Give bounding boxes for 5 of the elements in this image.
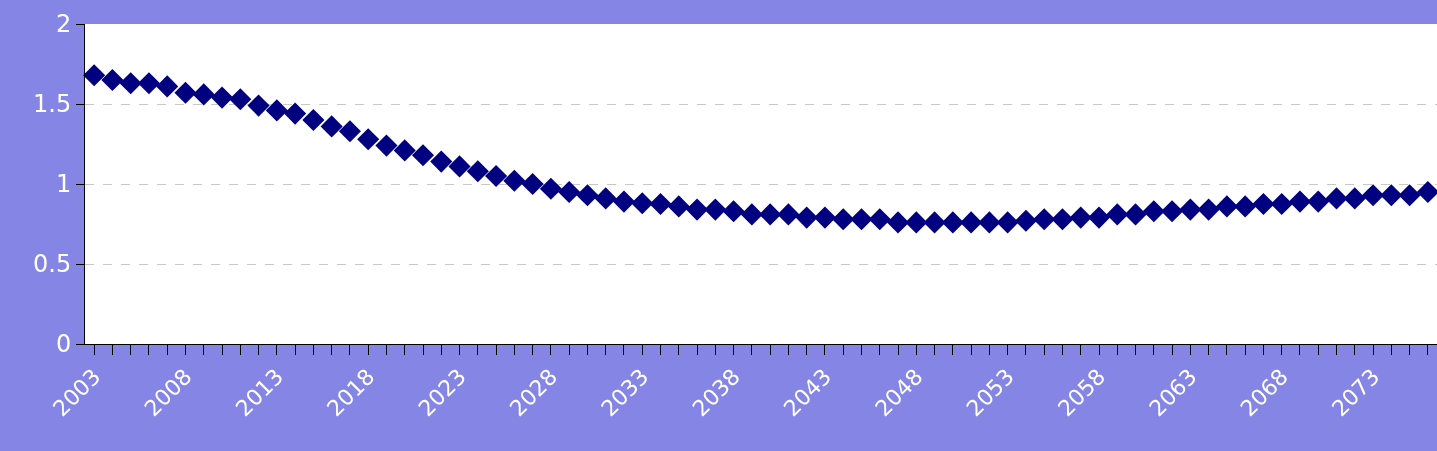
y-tick-label: 2 [55, 10, 72, 39]
y-tick-label: 1.5 [33, 90, 72, 119]
y-tick-label: 0 [55, 330, 72, 359]
y-tick-label: 1 [55, 170, 72, 199]
y-tick-label: 0.5 [33, 250, 72, 279]
